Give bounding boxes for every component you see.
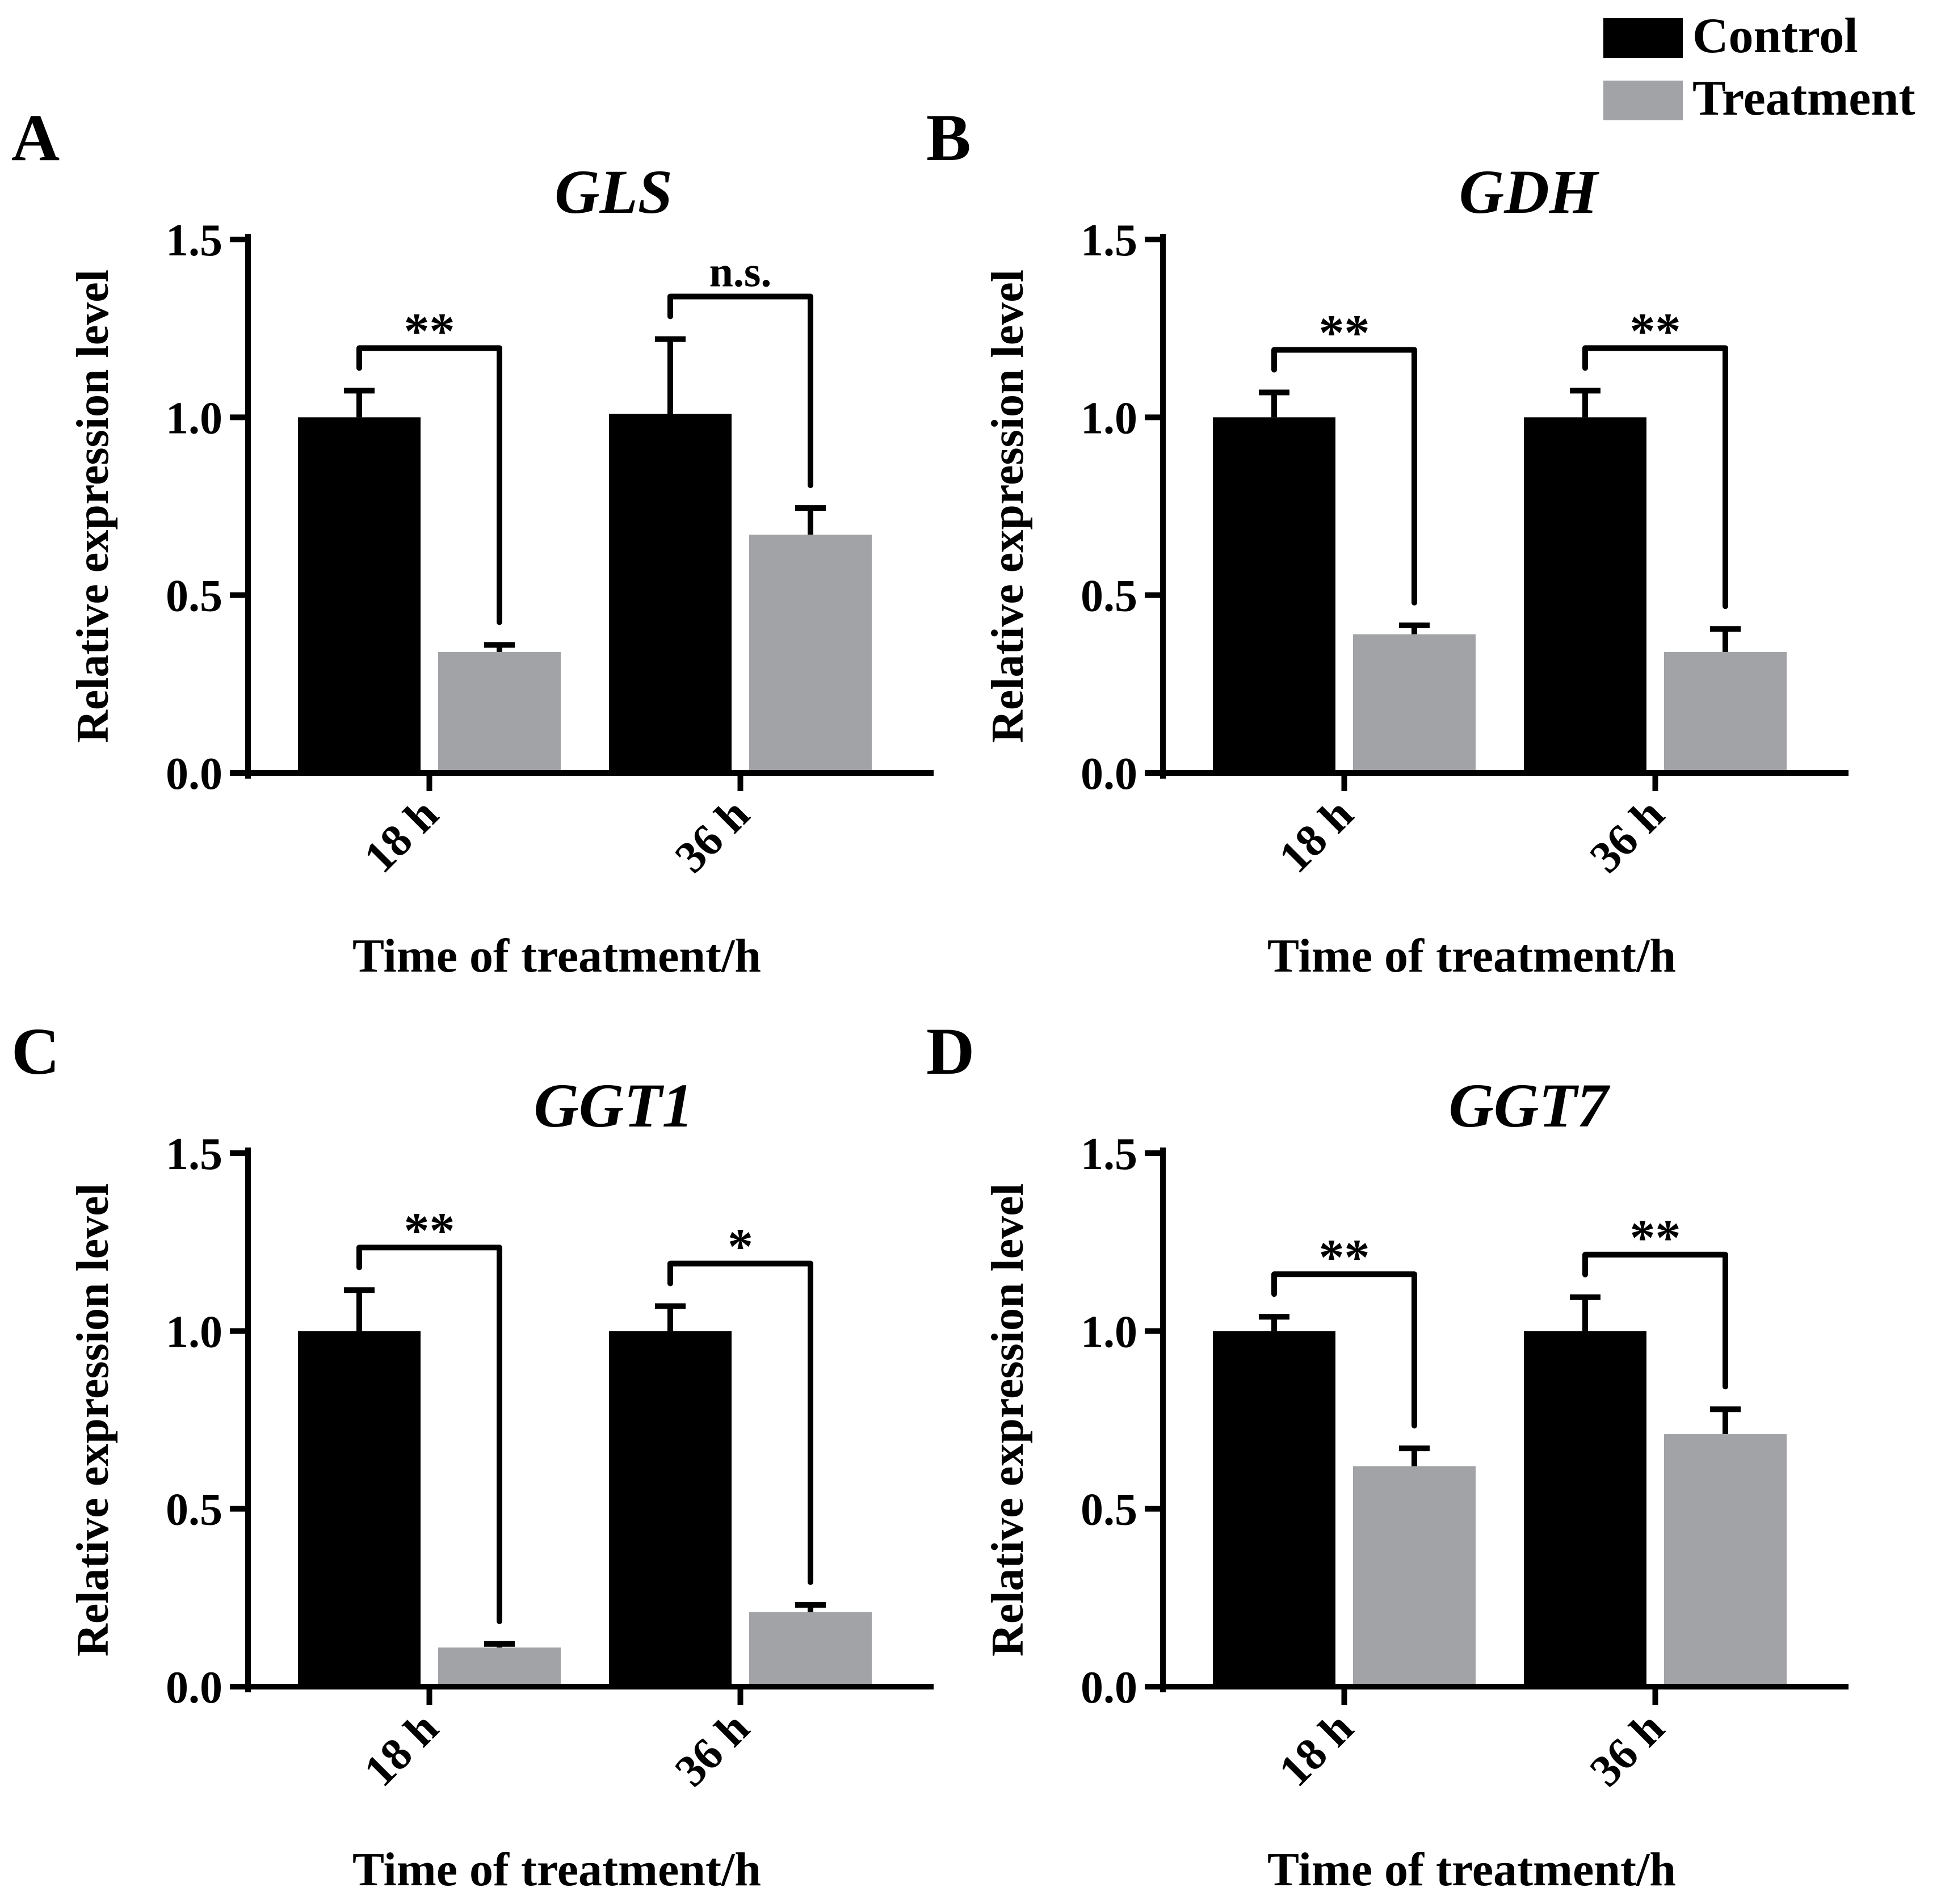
bar-control-1: [609, 1331, 732, 1687]
y-tick-label: 1.5: [166, 1129, 222, 1179]
x-axis-label: Time of treatment/h: [352, 930, 761, 982]
y-tick-label: 0.5: [1081, 571, 1137, 621]
significance-label: **: [1630, 303, 1681, 359]
chart-title: GGT7: [1448, 1071, 1610, 1140]
significance-bracket: [1582, 1251, 1728, 1390]
y-tick-label: 0.5: [166, 1485, 222, 1535]
x-axis-label: Time of treatment/h: [352, 1843, 761, 1896]
panel-label: A: [11, 100, 60, 175]
chart-title: GDH: [1459, 157, 1600, 226]
bar-treatment-0: [1353, 1466, 1476, 1687]
bar-control-1: [1524, 1331, 1646, 1687]
y-tick-label: 1.0: [166, 1307, 222, 1357]
significance-label: **: [404, 1203, 455, 1259]
x-axis-label: Time of treatment/h: [1267, 1843, 1676, 1896]
panel-label: B: [926, 100, 971, 175]
legend-label-control: Control: [1692, 9, 1858, 64]
x-axis-label: Time of treatment/h: [1267, 930, 1676, 982]
bar-control-0: [1213, 417, 1335, 773]
chart-panel-b: B GDH Relative expression level Time of tre…: [926, 100, 1849, 982]
chart-panel-a: A GLS Relative expression level Time of tre…: [11, 100, 934, 982]
y-axis-label: Relative expression level: [983, 1183, 1033, 1657]
legend-swatch-control: [1603, 18, 1683, 58]
chart-panel-d: D GGT7 Relative expression level Time of tr…: [926, 1014, 1849, 1896]
bar-treatment-1: [749, 535, 872, 773]
significance-label: **: [1319, 305, 1370, 361]
significance-bracket: [356, 345, 502, 625]
y-tick-label: 1.0: [1081, 1307, 1137, 1357]
significance-bracket: [1271, 347, 1417, 606]
significance-bracket: [667, 1260, 813, 1585]
legend: Control Treatment: [1603, 9, 1915, 126]
bar-control-0: [1213, 1331, 1335, 1687]
y-axis-label: Relative expression level: [68, 1183, 118, 1657]
significance-bracket: [667, 293, 813, 489]
panel-label: C: [11, 1014, 60, 1088]
y-tick-label: 1.5: [166, 216, 222, 266]
bar-treatment-1: [1664, 1434, 1787, 1687]
y-tick-label: 0.5: [1081, 1485, 1137, 1535]
y-axis-label: Relative expression level: [983, 270, 1033, 743]
y-tick-label: 0.5: [166, 571, 222, 621]
y-tick-label: 0.0: [1081, 1663, 1137, 1713]
chart-title: GLS: [554, 157, 673, 226]
bar-control-0: [298, 417, 421, 773]
bar-control-1: [1524, 417, 1646, 773]
bar-control-1: [609, 414, 732, 773]
legend-label-treatment: Treatment: [1692, 71, 1915, 126]
chart-title: GGT1: [533, 1071, 693, 1140]
y-tick-label: 0.0: [1081, 749, 1137, 799]
y-tick-label: 1.0: [1081, 393, 1137, 443]
significance-bracket: [356, 1245, 502, 1624]
significance-label: **: [1319, 1229, 1370, 1285]
y-tick-label: 1.5: [1081, 1129, 1137, 1179]
significance-label: **: [1630, 1210, 1681, 1266]
significance-label: **: [404, 303, 455, 359]
legend-swatch-treatment: [1603, 81, 1683, 120]
y-tick-label: 0.0: [166, 1663, 222, 1713]
y-axis-label: Relative expression level: [68, 270, 118, 743]
significance-bracket: [1271, 1271, 1417, 1429]
bar-treatment-1: [749, 1612, 872, 1687]
bar-treatment-0: [438, 652, 561, 773]
panel-label: D: [926, 1014, 974, 1088]
bar-treatment-0: [438, 1647, 561, 1687]
y-tick-label: 1.5: [1081, 216, 1137, 266]
panels: A GLS Relative expression level Time of tre…: [11, 100, 1849, 1896]
significance-label: n.s.: [709, 248, 772, 296]
bar-treatment-0: [1353, 634, 1476, 773]
y-tick-label: 0.0: [166, 749, 222, 799]
significance-bracket: [1582, 345, 1728, 610]
bar-treatment-1: [1664, 652, 1787, 773]
significance-label: *: [728, 1218, 753, 1275]
y-tick-label: 1.0: [166, 393, 222, 443]
bar-control-0: [298, 1331, 421, 1687]
